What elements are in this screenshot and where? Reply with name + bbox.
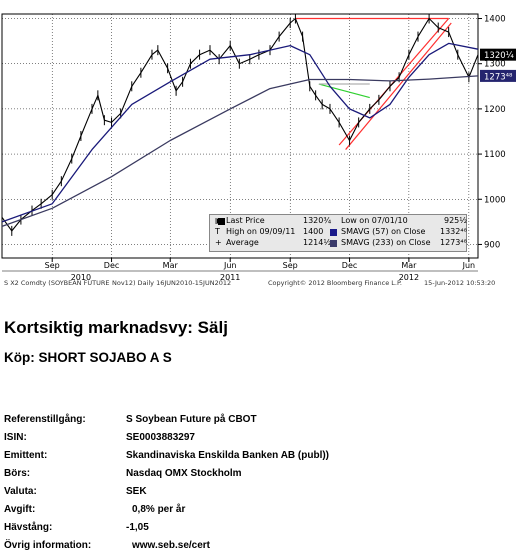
y-axis: 900 1000 1100 1200 1300 1400	[478, 15, 506, 250]
y-tick-label: 1000	[484, 195, 506, 205]
info-row: Börs: Nasdaq OMX Stockholm	[4, 468, 504, 486]
chart-footer: S X2 Comdty (SOYBEAN FUTURE Nov12) Daily…	[4, 279, 516, 289]
x-tick-label: Mar	[163, 261, 179, 270]
info-row: ISIN: SE0003883297	[4, 432, 504, 450]
legend-average-label: Average	[226, 238, 259, 247]
legend-marker-icon: ▣	[215, 216, 223, 225]
headline: Kortsiktig marknadsvy: Sälj	[4, 318, 228, 337]
info-key: ISIN:	[4, 432, 27, 443]
legend-low-value: 925½	[444, 216, 468, 225]
footer-period: Nov12) Daily 16JUN2010-15JUN2012	[112, 279, 232, 287]
y-tick-label: 1100	[484, 150, 506, 160]
x-tick-label: Dec	[342, 261, 357, 270]
footer-ticker: S X2 Comdty (SOYBEAN FUTURE	[4, 279, 110, 287]
legend-average-value: 1214½	[303, 238, 332, 247]
average-marker-icon: +	[215, 238, 222, 247]
price-tag: 1320¼	[480, 48, 516, 61]
info-key: Referenstillgång:	[4, 414, 86, 425]
subhead: Köp: SHORT SOJABO A S	[4, 350, 172, 365]
info-row: Emittent: Skandinaviska Enskilda Banken A…	[4, 450, 504, 468]
info-key: Valuta:	[4, 486, 37, 497]
price-tag-box	[480, 48, 516, 61]
price-tags: 1320¼ 1273⁴⁸	[480, 48, 516, 82]
info-row: Referenstillgång: S Soybean Future på CBO…	[4, 414, 504, 432]
info-value: S Soybean Future på CBOT	[126, 414, 257, 425]
series-lines	[1, 13, 479, 236]
info-value: Skandinaviska Enskilda Banken AB (publ))	[126, 450, 330, 461]
price-tag-label: 1320¼	[484, 51, 514, 61]
x-year-label: 2012	[399, 273, 419, 282]
product-info-table: Referenstillgång: S Soybean Future på CBO…	[4, 414, 504, 558]
legend-sma233-value: 1273⁴⁸	[440, 238, 467, 247]
legend-last-price-label: Last Price	[226, 216, 265, 225]
chart-legend: ▣ Last Price 1320¾ Low on 07/01/10 925½ …	[209, 214, 467, 252]
series-line	[1, 42, 479, 223]
legend-row-2: T High on 09/09/11 1400 SMAVG (57) on Cl…	[210, 227, 467, 238]
info-value: SE0003883297	[126, 432, 195, 443]
info-key: Börs:	[4, 468, 31, 479]
price-tag: 1273⁴⁸	[480, 69, 516, 82]
info-value: www.seb.se/cert	[132, 540, 210, 551]
info-value: 0,8% per år	[132, 504, 186, 515]
info-row: Valuta: SEK	[4, 486, 504, 504]
trendline	[318, 83, 370, 99]
legend-high-label: High on 09/09/11	[226, 227, 296, 236]
legend-sma57-value: 1332⁴⁸	[440, 227, 467, 236]
x-tick-label: Sep	[45, 261, 60, 270]
plot-frame	[1, 13, 479, 259]
x-year-label: 2010	[71, 273, 91, 282]
legend-low-label: Low on 07/01/10	[341, 216, 408, 225]
footer-copyright: Copyright© 2012 Bloomberg Finance L.P.	[268, 279, 402, 287]
sma57-swatch	[330, 229, 337, 236]
y-tick-label: 1400	[484, 15, 506, 25]
sma233-swatch	[330, 240, 337, 247]
y-tick-label: 1300	[484, 60, 506, 70]
y-tick-label: 1200	[484, 105, 506, 115]
x-tick-label: Jun	[462, 261, 476, 270]
info-value: Nasdaq OMX Stockholm	[126, 468, 242, 479]
info-key: Emittent:	[4, 450, 48, 461]
info-key: Avgift:	[4, 504, 36, 515]
last-price-swatch	[218, 218, 225, 225]
x-year-label: 2011	[220, 273, 240, 282]
info-row: Övrig information: www.seb.se/cert	[4, 540, 504, 558]
x-tick-label: Mar	[401, 261, 417, 270]
info-value: -1,05	[126, 522, 149, 533]
x-tick-label: Dec	[104, 261, 119, 270]
legend-high-value: 1400	[303, 227, 324, 236]
legend-sma233-label: SMAVG (233) on Close	[341, 238, 431, 247]
legend-last-price-value: 1320¾	[303, 216, 332, 225]
info-value: SEK	[126, 486, 147, 497]
info-key: Hävstång:	[4, 522, 53, 533]
legend-sma57-label: SMAVG (57) on Close	[341, 227, 426, 236]
info-row: Avgift: 0,8% per år	[4, 504, 504, 522]
trendline	[345, 22, 452, 150]
x-tick-label: Jun	[223, 261, 237, 270]
footer-timestamp: 15-Jun-2012 10:53:20	[424, 279, 496, 287]
x-tick-label: Sep	[283, 261, 298, 270]
legend-row-1: ▣ Last Price 1320¾ Low on 07/01/10 925½	[210, 216, 468, 227]
legend-row-3: + Average 1214½ SMAVG (233) on Close 127…	[210, 238, 467, 249]
x-axis: Sep Dec Mar Jun Sep Dec Mar Jun 2010 2011 2012	[2, 258, 478, 282]
y-tick-label: 900	[484, 240, 500, 250]
series-line	[1, 75, 479, 228]
high-marker-icon: T	[215, 227, 220, 236]
info-row: Hävstång: -1,05	[4, 522, 504, 540]
info-key: Övrig information:	[4, 540, 92, 551]
price-tag-label: 1273⁴⁸	[484, 72, 513, 82]
price-tag-box	[480, 69, 516, 82]
